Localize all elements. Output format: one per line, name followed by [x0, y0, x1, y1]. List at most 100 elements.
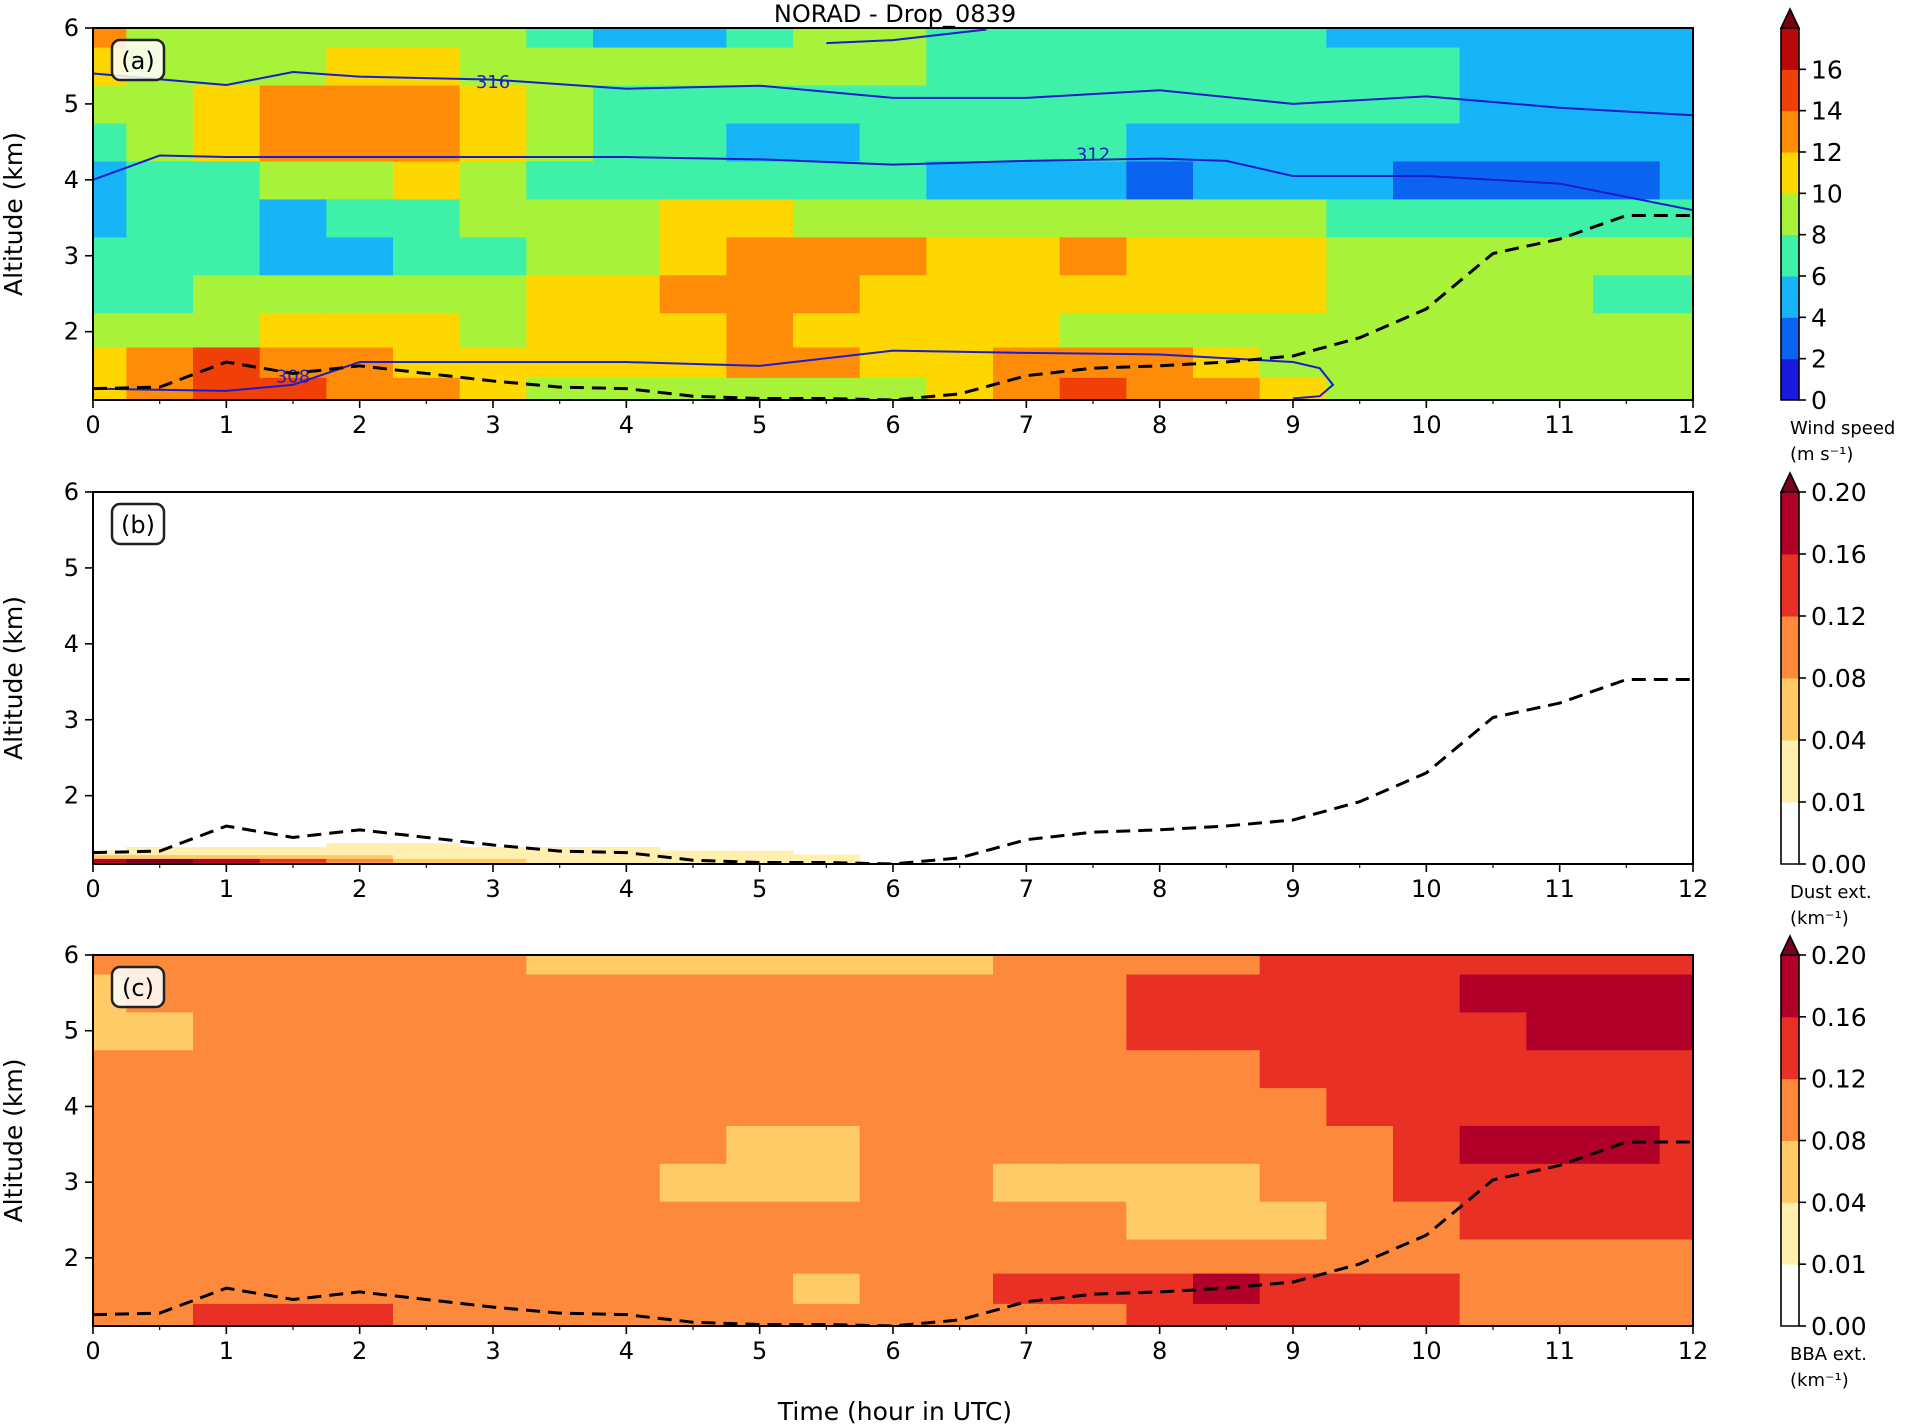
colorbar-segment [1781, 110, 1799, 153]
heatmap-cell [859, 274, 927, 314]
heatmap-cell [1326, 160, 1394, 200]
heatmap-cell [993, 160, 1061, 200]
heatmap-cell [1326, 346, 1394, 378]
heatmap-cell [1659, 1087, 1693, 1126]
heatmap-cell [926, 46, 994, 86]
heatmap-cell [1459, 1011, 1527, 1051]
panel-a-heatmap [93, 28, 1693, 400]
heatmap-cell [1526, 1011, 1594, 1051]
heatmap-cell [1126, 377, 1194, 400]
heatmap-cell [526, 1201, 594, 1240]
heatmap-cell [926, 1125, 994, 1164]
heatmap-cell [1659, 1303, 1693, 1326]
heatmap-cell [926, 122, 994, 162]
heatmap-cell [326, 160, 394, 200]
x-tick-label: 8 [1152, 411, 1167, 439]
heatmap-cell [526, 160, 594, 200]
heatmap-cell [859, 198, 927, 238]
heatmap-cell [193, 973, 261, 1013]
heatmap-cell [659, 1238, 727, 1274]
heatmap-cell [659, 854, 727, 859]
heatmap-cell [659, 1087, 727, 1126]
heatmap-cell [793, 84, 861, 124]
heatmap-cell [659, 1049, 727, 1089]
heatmap-cell [659, 160, 727, 200]
heatmap-cell [1526, 1125, 1594, 1164]
panel-label: (b) [110, 502, 166, 546]
heatmap-cell [793, 274, 861, 314]
heatmap-cell [126, 274, 194, 314]
heatmap-cell [1459, 122, 1527, 162]
heatmap-cell [1593, 312, 1661, 348]
heatmap-cell [1393, 198, 1461, 238]
heatmap-cell [126, 1238, 194, 1274]
heatmap-cell [859, 236, 927, 276]
heatmap-cell [1193, 312, 1261, 348]
heatmap-cell [1526, 1201, 1594, 1240]
x-tick-label: 2 [352, 875, 367, 903]
heatmap-cell [259, 850, 327, 856]
y-tick-label: 3 [64, 706, 79, 734]
heatmap-cell [659, 1201, 727, 1240]
heatmap-cell [593, 236, 661, 276]
heatmap-cell [1059, 1125, 1127, 1164]
heatmap-cell [859, 46, 927, 86]
x-axis-label: Time (hour in UTC) [777, 1397, 1012, 1426]
heatmap-cell [326, 1303, 394, 1326]
heatmap-cell [259, 236, 327, 276]
heatmap-cell [393, 846, 461, 852]
heatmap-cell [126, 1011, 194, 1051]
heatmap-cell [859, 160, 927, 200]
heatmap-cell [326, 84, 394, 124]
heatmap-cell [726, 1087, 794, 1126]
heatmap-cell [726, 1049, 794, 1089]
heatmap-cell [93, 1049, 127, 1089]
colorbar-segment [1781, 955, 1799, 1018]
x-tick-label: 1 [219, 411, 234, 439]
heatmap-cell [1326, 1163, 1394, 1202]
heatmap-cell [259, 1011, 327, 1051]
heatmap-cell [1659, 346, 1693, 378]
heatmap-cell [593, 46, 661, 86]
heatmap-cell [1659, 160, 1693, 200]
heatmap-cell [1459, 377, 1527, 400]
heatmap-cell [1059, 198, 1127, 238]
heatmap-cell [993, 1087, 1061, 1126]
heatmap-cell [326, 1273, 394, 1304]
heatmap-cell [926, 274, 994, 314]
heatmap-cell [259, 84, 327, 124]
heatmap-cell [1593, 973, 1661, 1013]
x-tick-label: 9 [1285, 1337, 1300, 1365]
heatmap-cell [1393, 236, 1461, 276]
colorbar-tick-label: 0.16 [1811, 1003, 1867, 1032]
heatmap-cell [259, 28, 327, 48]
colorbar-tick-label: 0.04 [1811, 726, 1867, 755]
colorbar-segment [1781, 152, 1799, 194]
heatmap-cell [326, 973, 394, 1013]
heatmap-cell [726, 312, 794, 348]
heatmap-cell [93, 122, 127, 162]
heatmap-cell [459, 274, 527, 314]
heatmap-cell [1659, 1049, 1693, 1089]
heatmap-cell [393, 198, 461, 238]
heatmap-cell [259, 1087, 327, 1126]
heatmap-cell [526, 1011, 594, 1051]
heatmap-cell [1526, 122, 1594, 162]
heatmap-cell [1259, 1125, 1327, 1164]
heatmap-cell [93, 858, 127, 863]
heatmap-cell [1259, 122, 1327, 162]
heatmap-cell [926, 28, 994, 48]
heatmap-cell [126, 846, 194, 852]
heatmap-cell [393, 854, 461, 859]
x-tick-label: 1 [219, 875, 234, 903]
heatmap-cell [1393, 1049, 1461, 1089]
heatmap-cell [993, 1163, 1061, 1202]
panel-b-plot-background [93, 492, 1693, 864]
heatmap-cell [1326, 198, 1394, 238]
heatmap-cell [1126, 1125, 1194, 1164]
heatmap-cell [1059, 1238, 1127, 1274]
heatmap-cell [1659, 312, 1693, 348]
colorbar-tick-label: 0.00 [1811, 850, 1867, 879]
heatmap-cell [1059, 1273, 1127, 1304]
